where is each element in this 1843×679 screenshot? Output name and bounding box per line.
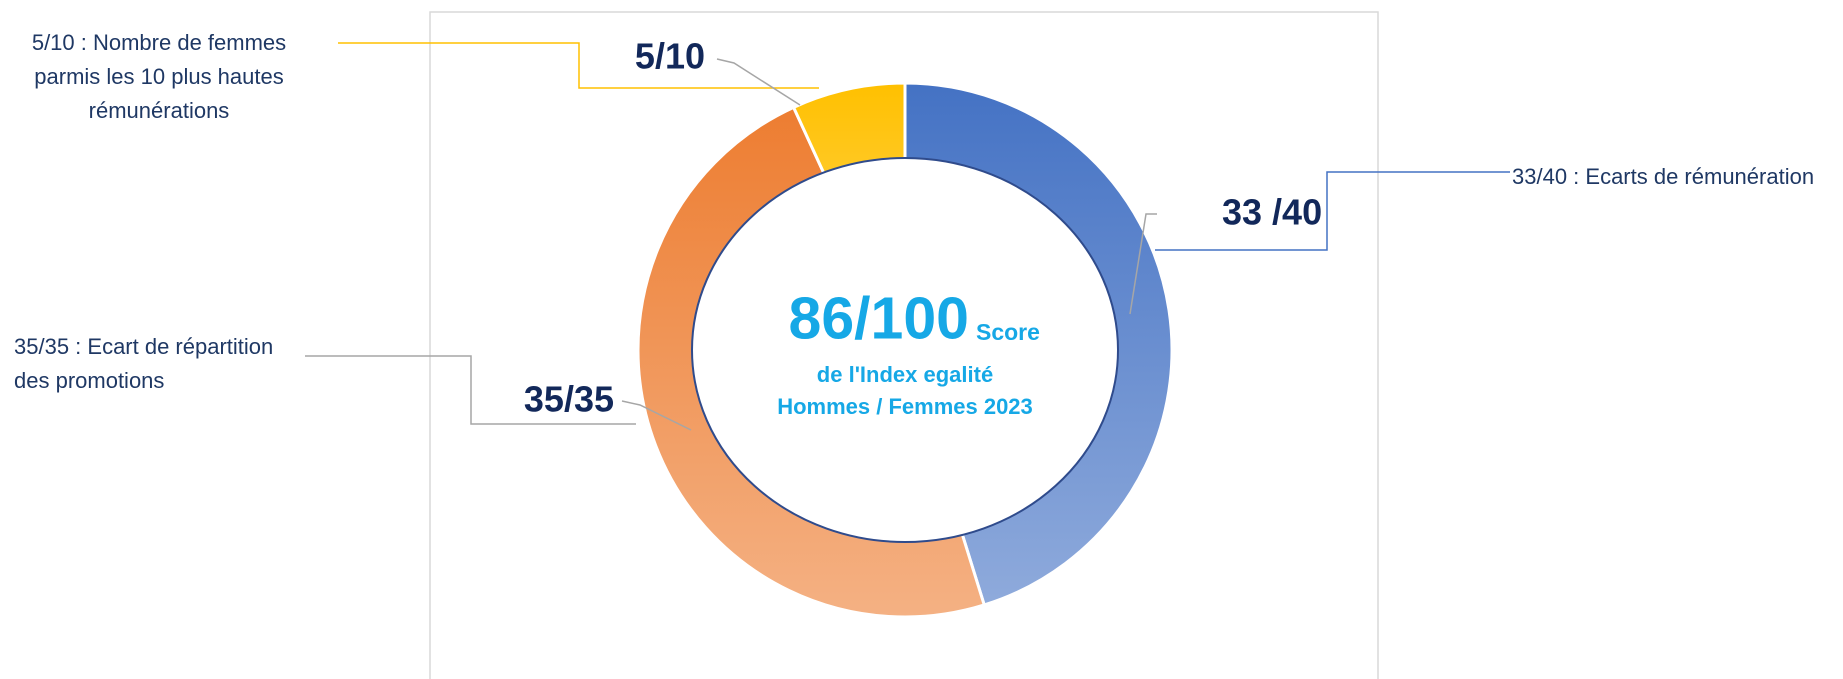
- center-title: 86/100: [789, 286, 969, 352]
- data-label: 35/35: [524, 379, 614, 420]
- leader-line: [1155, 171, 1510, 251]
- center-subtitle: Score: [976, 319, 1040, 345]
- donut-hole: [691, 157, 1119, 543]
- leader-line: [305, 355, 636, 425]
- data-label: 5/10: [635, 36, 705, 77]
- chart-frame: [429, 11, 1379, 679]
- data-label: 33 /40: [1222, 192, 1322, 233]
- center-line: de l'Index egalité: [817, 362, 993, 387]
- leader-line: [338, 42, 819, 89]
- category-label: 5/10 : Nombre de femmes parmis les 10 pl…: [31, 30, 287, 123]
- label-leader: [621, 400, 692, 431]
- label-leader: [716, 58, 801, 106]
- label-leader: [1129, 213, 1157, 315]
- center-line: Hommes / Femmes 2023: [777, 394, 1033, 419]
- category-label: 33/40 : Ecarts de rémunération: [1512, 164, 1815, 189]
- category-label: 35/35 : Ecart de répartition des promoti…: [14, 334, 274, 393]
